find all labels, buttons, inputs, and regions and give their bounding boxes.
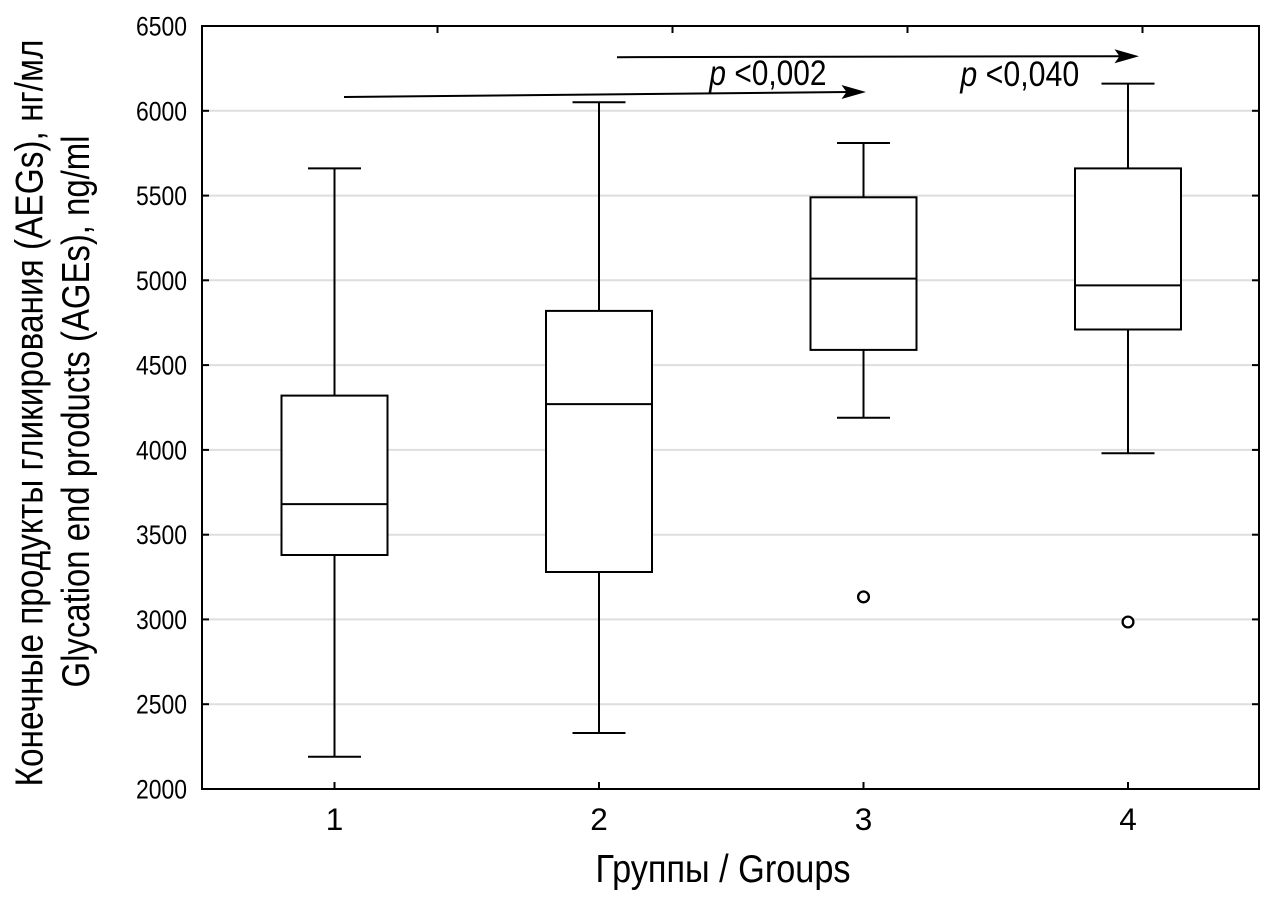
svg-text:4500: 4500 <box>136 351 187 381</box>
svg-text:3500: 3500 <box>136 520 187 550</box>
svg-text:6500: 6500 <box>136 12 187 42</box>
svg-text:1: 1 <box>326 801 344 837</box>
svg-text:3: 3 <box>855 801 873 837</box>
svg-text:5500: 5500 <box>136 181 187 211</box>
svg-text:4000: 4000 <box>136 435 187 465</box>
svg-text:6000: 6000 <box>136 96 187 126</box>
svg-text:2500: 2500 <box>136 690 187 720</box>
svg-text:2: 2 <box>590 801 608 837</box>
svg-text:Группы / Groups: Группы / Groups <box>596 848 851 891</box>
svg-text:2000: 2000 <box>136 775 187 805</box>
svg-text:5000: 5000 <box>136 266 187 296</box>
svg-text:3000: 3000 <box>136 605 187 635</box>
svg-text:Glycation end products (AGEs),: Glycation end products (AGEs), ng/ml <box>55 136 98 688</box>
svg-text:4: 4 <box>1119 801 1137 837</box>
svg-text:p <0,040: p <0,040 <box>959 54 1079 94</box>
svg-text:Конечные продукты гликирования: Конечные продукты гликирования (AEGs), н… <box>9 40 52 787</box>
svg-text:p <0,002: p <0,002 <box>708 54 826 93</box>
